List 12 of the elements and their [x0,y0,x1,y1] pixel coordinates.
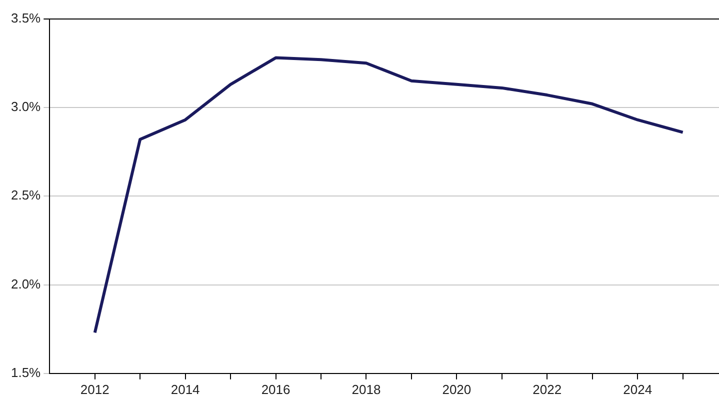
x-tick-label: 2012 [80,382,110,397]
y-tick-label: 2.0% [10,276,42,292]
x-tick-label: 2020 [442,382,472,397]
x-tick-label: 2022 [532,382,562,397]
x-tick-label: 2018 [352,382,381,397]
y-tick-label: 3.5% [10,10,42,26]
x-tick-label: 2024 [623,382,652,397]
x-tick-label: 2014 [170,382,200,397]
x-tick-label: 2016 [261,382,290,397]
y-tick-label: 1.5% [10,364,42,380]
y-tick-label: 2.5% [10,188,42,203]
y-tick-label: 3.0% [10,99,42,114]
